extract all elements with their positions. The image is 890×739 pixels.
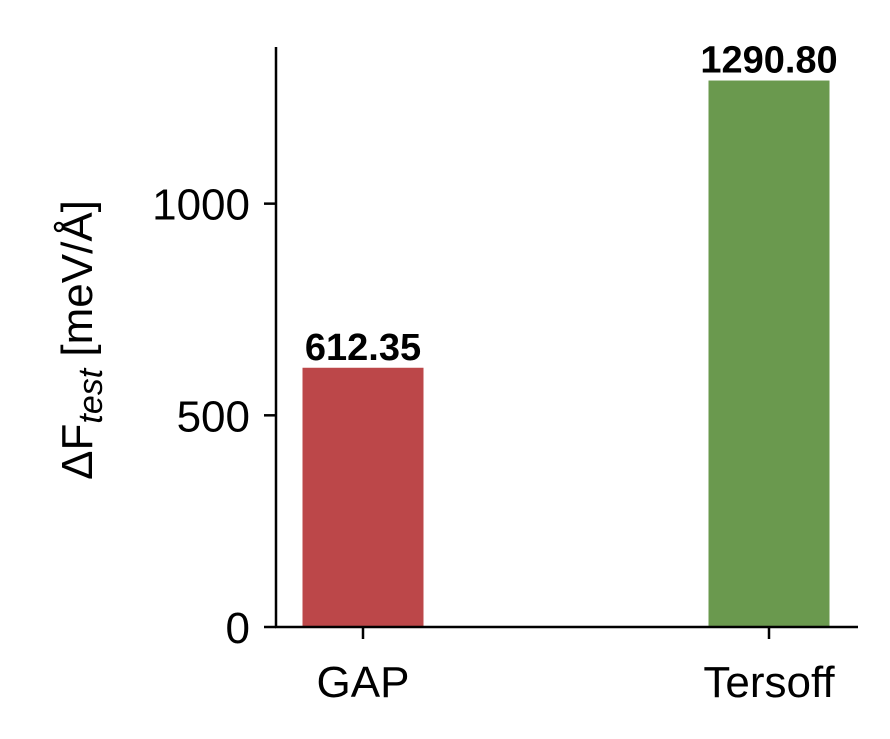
bar-gap: [302, 367, 424, 627]
y-axis-title-unit: [meV/Å]: [53, 200, 102, 369]
data-label-gap: 612.35: [305, 327, 421, 369]
x-ticks-group: GAP Tersoff: [317, 627, 835, 707]
bars-group: [302, 80, 830, 628]
y-tick-label-1000: 1000: [152, 181, 250, 230]
y-tick-label-500: 500: [177, 392, 250, 441]
data-label-tersoff: 1290.80: [700, 40, 837, 82]
bar-tersoff: [708, 80, 830, 628]
y-ticks-group: 0 500 1000: [152, 181, 276, 653]
y-axis-title-main: ΔF: [53, 424, 102, 480]
x-tick-label-gap: GAP: [317, 658, 410, 707]
y-axis-title-sub: test: [72, 367, 110, 423]
data-labels-group: 612.35 1290.80: [305, 40, 838, 369]
y-axis-title: ΔFtest [meV/Å]: [53, 200, 110, 480]
x-tick-label-tersoff: Tersoff: [703, 658, 835, 707]
y-tick-label-0: 0: [226, 604, 250, 653]
